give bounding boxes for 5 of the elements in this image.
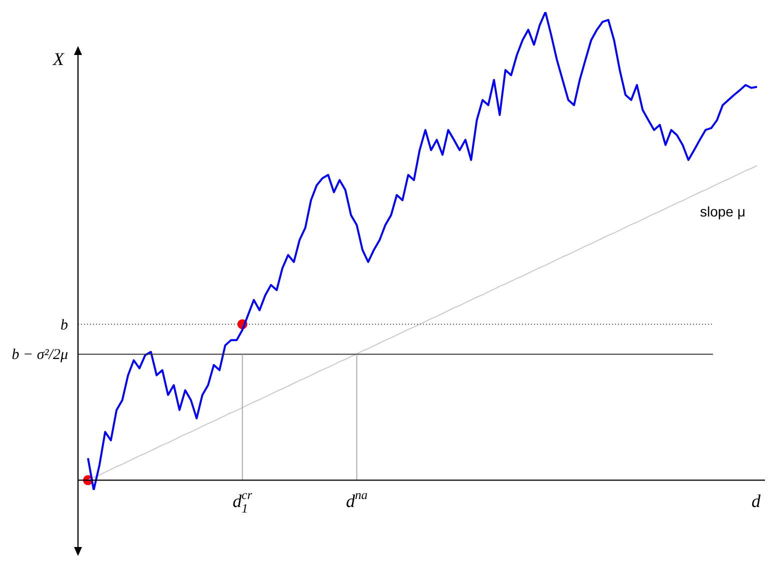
- ref-line-label: b − σ²/2μ: [12, 347, 68, 364]
- y-axis-title: X: [52, 49, 66, 69]
- ref-line-label: b: [60, 317, 68, 334]
- x-axis-title: d: [752, 491, 762, 512]
- annotation: slope μ: [700, 203, 746, 220]
